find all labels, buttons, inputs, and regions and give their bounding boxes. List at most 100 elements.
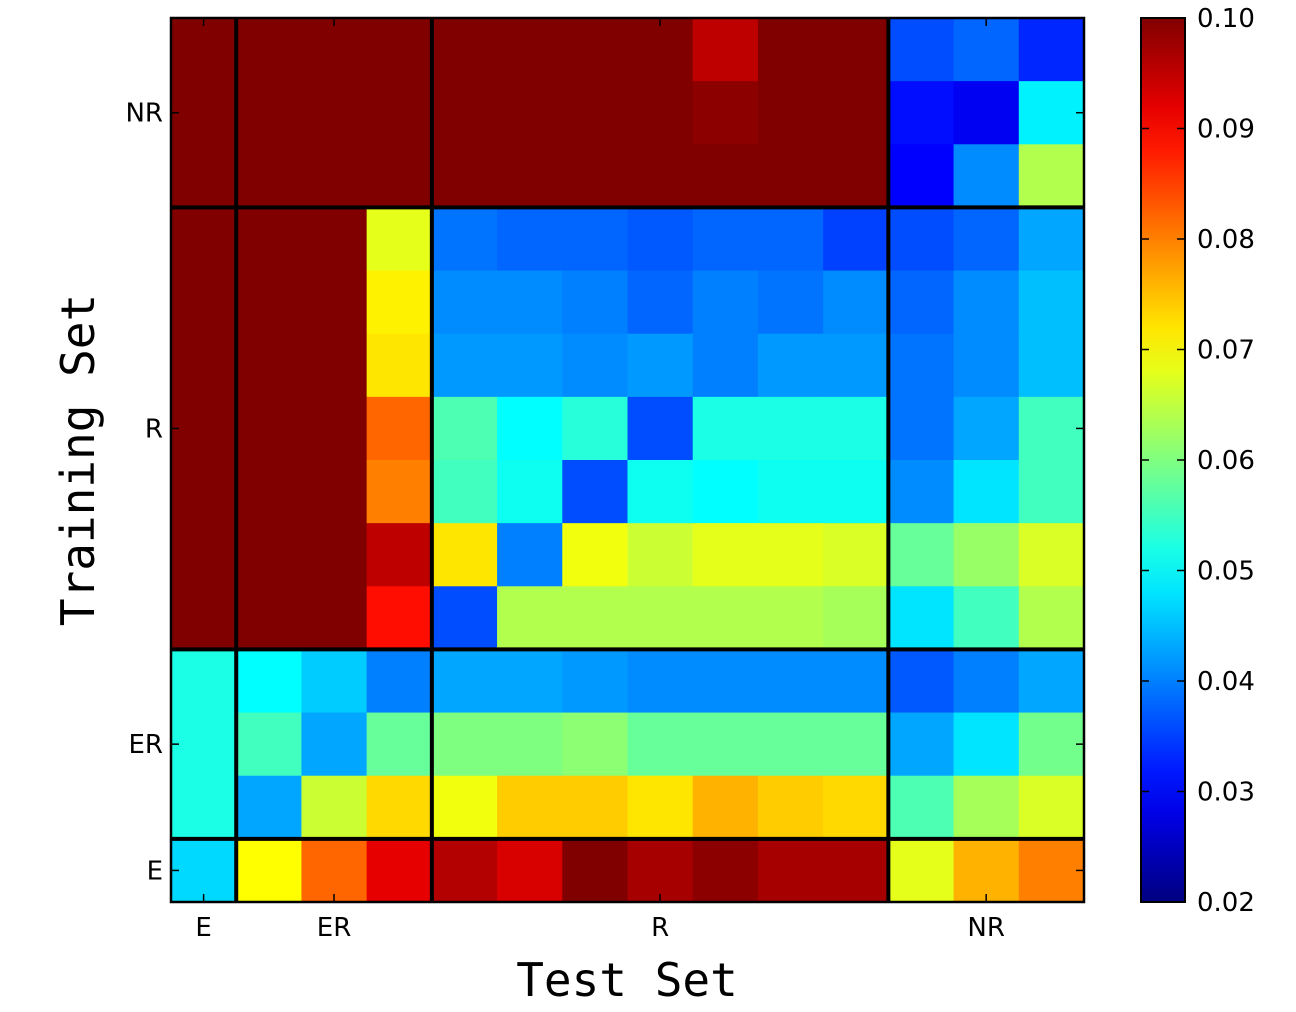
heatmap-cell xyxy=(171,649,237,714)
heatmap-cell xyxy=(823,144,889,209)
y-tick-label: E xyxy=(147,856,163,886)
heatmap-cell xyxy=(692,333,759,398)
heatmap-cell xyxy=(888,396,955,461)
heatmap-cell xyxy=(1018,523,1085,587)
heatmap-cell xyxy=(823,649,889,714)
heatmap-cell xyxy=(888,18,955,82)
heatmap-cell xyxy=(627,81,694,145)
colorbar-tick-label: 0.09 xyxy=(1197,115,1255,145)
heatmap-cell xyxy=(431,144,498,209)
heatmap-cell xyxy=(236,144,303,209)
heatmap-cell xyxy=(301,775,368,840)
heatmap-cell xyxy=(888,586,955,651)
heatmap-cell xyxy=(366,333,433,398)
heatmap-cell xyxy=(953,18,1020,82)
heatmap-cell xyxy=(301,460,368,524)
heatmap-cell xyxy=(301,649,368,714)
heatmap-cell xyxy=(627,144,694,209)
heatmap-cell xyxy=(431,396,498,461)
heatmap-cell xyxy=(171,586,237,651)
heatmap-cell xyxy=(497,712,563,777)
heatmap-cell xyxy=(497,333,563,398)
heatmap-cell xyxy=(497,396,563,461)
heatmap-cell xyxy=(888,838,955,903)
heatmap-cell xyxy=(497,775,563,840)
heatmap-cell xyxy=(1018,838,1085,903)
heatmap-cell xyxy=(692,775,759,840)
heatmap-cell xyxy=(1018,270,1085,335)
axis-ticks: E ER R NR NR R ER E xyxy=(125,18,1084,943)
colorbar-tick-label: 0.07 xyxy=(1197,336,1255,366)
heatmap-cell xyxy=(888,207,955,272)
heatmap-cell xyxy=(823,81,889,145)
heatmap-cell xyxy=(823,207,889,272)
heatmap-cell xyxy=(497,144,563,209)
heatmap-cell xyxy=(301,523,368,587)
colorbar-tick-label: 0.10 xyxy=(1197,4,1255,34)
heatmap-cell xyxy=(562,333,629,398)
heatmap-cell xyxy=(497,523,563,587)
heatmap-cell xyxy=(431,649,498,714)
heatmap-cell xyxy=(953,586,1020,651)
heatmap-cell xyxy=(823,396,889,461)
heatmap-cell xyxy=(562,144,629,209)
heatmap-cell xyxy=(627,523,694,587)
heatmap-cell xyxy=(236,18,303,82)
heatmap-cell xyxy=(366,586,433,651)
heatmap-cell xyxy=(823,838,889,903)
heatmap-cell xyxy=(823,18,889,82)
y-tick-label: ER xyxy=(129,730,164,760)
heatmap-cell xyxy=(757,270,824,335)
heatmap-cell xyxy=(823,712,889,777)
heatmap-cell xyxy=(171,207,237,272)
heatmap-cell xyxy=(757,460,824,524)
heatmap-cell xyxy=(627,270,694,335)
heatmap-cell xyxy=(301,207,368,272)
heatmap-cell xyxy=(366,270,433,335)
heatmap-cell xyxy=(953,270,1020,335)
heatmap-cell xyxy=(953,396,1020,461)
x-tick-label: R xyxy=(651,913,669,943)
heatmap-cell xyxy=(888,270,955,335)
heatmap-cell xyxy=(171,396,237,461)
heatmap-cell xyxy=(366,144,433,209)
heatmap-cell xyxy=(757,649,824,714)
heatmap-cell xyxy=(431,460,498,524)
heatmap-cell xyxy=(1018,144,1085,209)
heatmap-cell xyxy=(497,460,563,524)
heatmap-cell xyxy=(823,460,889,524)
heatmap-cell xyxy=(823,523,889,587)
heatmap-cell xyxy=(627,333,694,398)
heatmap-cell xyxy=(692,712,759,777)
heatmap-cell xyxy=(1018,775,1085,840)
heatmap-cell xyxy=(562,270,629,335)
heatmap-cell xyxy=(692,586,759,651)
heatmap-cell xyxy=(171,18,237,82)
heatmap-cell xyxy=(497,586,563,651)
heatmap-cell xyxy=(562,523,629,587)
heatmap-cell xyxy=(236,333,303,398)
heatmap-cell xyxy=(366,18,433,82)
heatmap-cell xyxy=(692,838,759,903)
heatmap-cell xyxy=(757,712,824,777)
heatmap-cell xyxy=(627,775,694,840)
heatmap-cell xyxy=(431,270,498,335)
heatmap-cell xyxy=(627,838,694,903)
heatmap-cell xyxy=(431,838,498,903)
heatmap-cell xyxy=(627,712,694,777)
heatmap-cell xyxy=(431,207,498,272)
x-tick-label: NR xyxy=(967,913,1005,943)
heatmap-cell xyxy=(171,81,237,145)
heatmap-cell xyxy=(236,460,303,524)
heatmap-cell xyxy=(366,838,433,903)
heatmap-cell xyxy=(366,775,433,840)
heatmap-cell xyxy=(171,775,237,840)
heatmap-cell xyxy=(431,333,498,398)
heatmap-cell xyxy=(366,523,433,587)
heatmap-cell xyxy=(236,396,303,461)
heatmap-cell xyxy=(236,586,303,651)
heatmap-cell xyxy=(236,81,303,145)
x-tick-label: ER xyxy=(317,913,352,943)
heatmap-cell xyxy=(1018,586,1085,651)
heatmap-cell xyxy=(497,649,563,714)
